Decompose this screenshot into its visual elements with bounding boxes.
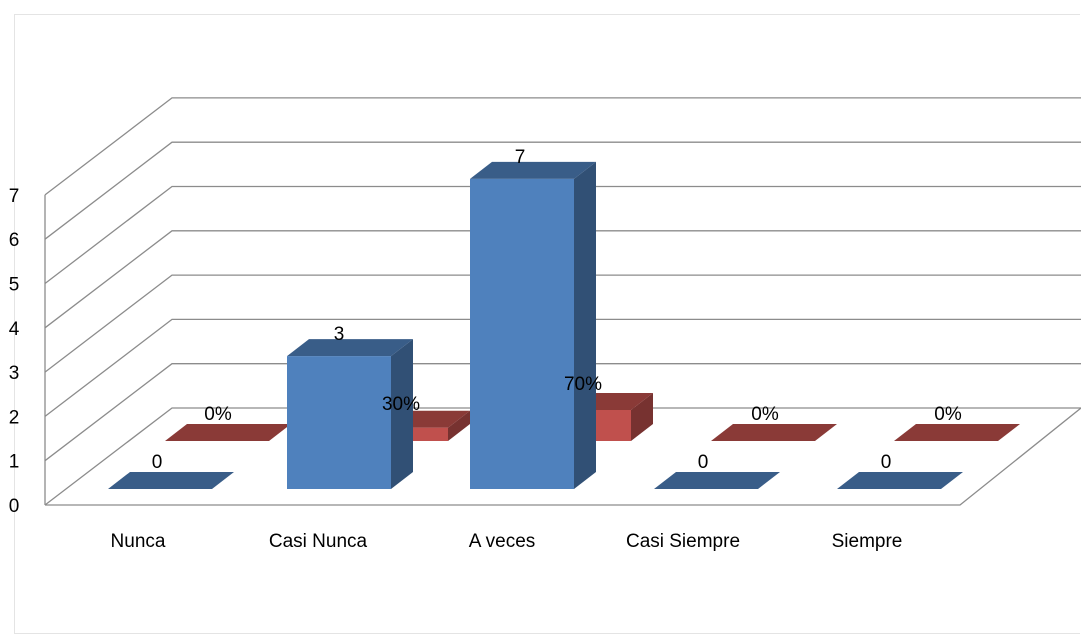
gridline [44, 97, 1081, 196]
gridline [44, 230, 1081, 329]
x-tick-label: Nunca [111, 531, 166, 552]
data-label-count: 0 [152, 452, 163, 473]
gridline [44, 318, 1081, 417]
gridline [44, 407, 1081, 506]
data-label-count: 3 [334, 324, 345, 345]
gridline [44, 185, 1081, 285]
gridline [44, 363, 1081, 462]
y-tick-label: 4 [9, 319, 20, 340]
bar-pct-side [631, 392, 653, 441]
bar-count-front [470, 178, 574, 489]
bar-count-front [287, 356, 391, 489]
data-label-pct: 70% [564, 374, 602, 395]
data-label-count: 0 [881, 452, 892, 473]
bar-count-top [654, 472, 780, 489]
y-tick-label: 6 [9, 230, 20, 251]
data-label-count: 0 [698, 452, 709, 473]
data-label-count: 7 [515, 147, 526, 168]
x-tick-label: Casi Siempre [626, 531, 740, 552]
y-tick-label: 3 [9, 363, 20, 384]
data-label-pct: 0% [934, 404, 962, 425]
bar-count-side [574, 161, 596, 489]
data-label-pct: 30% [382, 394, 420, 415]
chart-area [14, 14, 1080, 634]
bar-count-side [391, 339, 413, 489]
data-label-pct: 0% [751, 404, 779, 425]
x-tick-label: Siempre [832, 531, 903, 552]
y-tick-label: 1 [9, 452, 20, 473]
bar-pct-top [894, 424, 1020, 441]
y-tick-label: 0 [9, 496, 20, 517]
bar-pct-side [448, 410, 470, 441]
bar-pct-top [711, 424, 837, 441]
y-tick-label: 2 [9, 407, 20, 428]
data-label-pct: 0% [204, 404, 232, 425]
floor-edge [45, 407, 1081, 506]
y-tick-label: 7 [9, 186, 20, 207]
bar-count-top [287, 339, 413, 357]
bar-count-top [837, 472, 963, 489]
y-tick-label: 5 [9, 275, 20, 296]
bar-pct-top [165, 424, 291, 441]
x-tick-label: A veces [469, 531, 536, 552]
bar-count-top [470, 161, 596, 179]
x-tick-label: Casi Nunca [269, 531, 368, 552]
gridline [44, 274, 1081, 373]
bar-count-top [108, 472, 234, 489]
gridline [44, 141, 1081, 240]
